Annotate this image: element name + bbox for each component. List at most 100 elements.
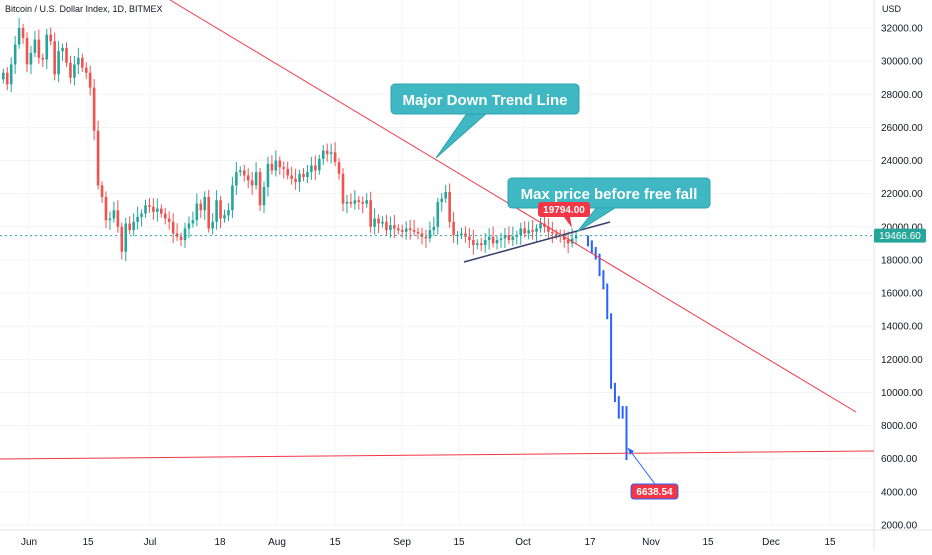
projection-bar [587,235,589,247]
price-label-max-pointer [564,217,572,228]
candle-body [128,223,131,231]
candle-body [163,213,167,219]
candle-body [345,201,349,204]
candle-body [535,228,538,232]
candle-body [116,210,120,227]
candle-body [203,196,207,211]
y-axis-ticks: 32000.00 30000.00 28000.00 26000.00 24000.00… [881,24,923,532]
candle-body [539,223,542,229]
y-tick-label: 8000.00 [881,421,918,432]
candle-body [242,170,246,176]
y-tick-label: 30000.00 [881,57,923,68]
candle-body [373,218,376,227]
candle-body [45,34,49,60]
projection-bar [617,396,620,419]
candle-body [108,218,112,221]
candle-body [511,236,515,241]
candle-body [92,87,96,131]
y-tick-label: 6000.00 [881,454,918,465]
candle-body [495,240,499,244]
support-line[interactable] [0,450,875,460]
x-tick-label: Nov [642,537,660,548]
candle-body [278,160,282,168]
candle-body [120,226,124,252]
callout-max-price-text: Max price before free fall [521,186,698,203]
candle-body [416,231,420,234]
price-label-max-text: 19794.00 [543,205,585,216]
y-tick-label: 12000.00 [881,355,923,366]
callout-major-down-trend-text: Major Down Trend Line [402,92,567,109]
y-tick-label: 26000.00 [881,123,923,134]
candle-body [156,208,159,212]
candle-body [314,165,317,171]
projection-bar [621,406,624,419]
candle-body [444,192,447,199]
candle-body [81,57,84,68]
callout-major-down-trend[interactable]: Major Down Trend Line [390,83,580,159]
chart-title: Bitcoin / U.S. Dollar Index, 1D, BITMEX [5,4,163,14]
candle-body [69,62,72,78]
candle-body [199,203,203,211]
candle-body [452,221,455,236]
candle-body [341,173,345,204]
candle-body [191,220,195,224]
candle-body [270,163,274,171]
callout-max-price[interactable]: Max price before free fall [507,177,711,233]
candle-body [476,243,479,246]
candle-body [5,72,9,85]
candle-body [239,170,242,173]
x-tick-label: Oct [515,537,531,548]
candle-body [468,236,471,241]
candle-body [290,175,293,179]
x-tick-label: Jun [21,537,37,548]
candle-body [408,228,412,231]
candle-body [207,196,210,229]
candle-body [65,47,68,63]
candle-body [321,150,325,159]
candle-body [353,200,357,204]
candle-body [61,47,64,52]
candle-body [479,243,483,246]
projection-bar [610,313,613,389]
candle-body [306,172,309,178]
candle-body [448,192,451,222]
candle-body [460,233,463,236]
candle-body [282,167,286,169]
candle-body [112,210,116,219]
candle-body [21,28,25,38]
candle-body [400,230,404,232]
candle-body [187,223,191,229]
candle-body [266,163,270,188]
x-tick-label: 18 [214,537,226,548]
candle-body [124,223,128,252]
rising-support-line[interactable] [463,221,611,263]
candle-body [318,158,321,171]
candle-body [49,34,52,42]
projection-bars [587,235,628,461]
y-tick-label: 20000.00 [881,222,923,233]
candle-body [310,165,313,173]
candle-body [464,233,467,237]
candle-body [566,240,570,244]
candle-body [132,221,135,231]
y-tick-label: 2000.00 [881,521,918,532]
candle-body [349,201,353,204]
candle-body [179,236,183,241]
candle-body [262,187,266,206]
candle-body [223,215,226,219]
callout-box [507,177,711,209]
projection-bar [594,247,597,260]
candle-body [167,218,171,222]
candle-body [88,72,92,88]
y-tick-label: 28000.00 [881,90,923,101]
candle-body [483,240,487,246]
candle-body [519,228,523,236]
candle-body [53,41,56,75]
candle-body [333,152,337,163]
candle-body [140,213,143,217]
y-tick-label: 10000.00 [881,388,923,399]
candle-body [33,39,37,53]
y-tick-label: 14000.00 [881,322,923,333]
